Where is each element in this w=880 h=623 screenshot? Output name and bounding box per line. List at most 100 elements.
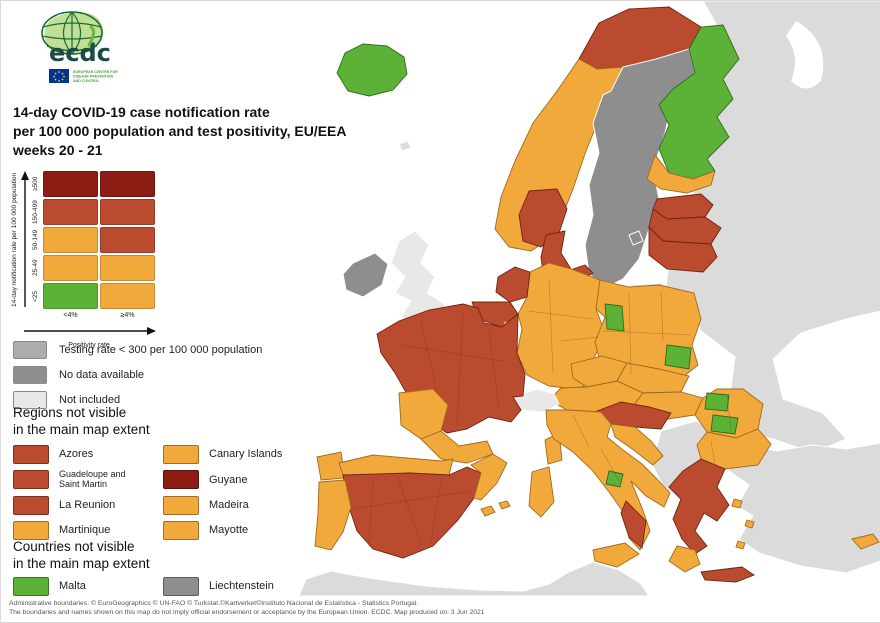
map-region-spain-east (470, 453, 508, 501)
list-item-malta: Malta (13, 577, 163, 596)
ecdc-acronym: ecdc (49, 39, 111, 67)
legend-matrix-cells: ≥500 150-499 50-149 25-49 <25 (30, 171, 155, 309)
guyane-swatch (163, 470, 199, 490)
list-item-mayotte: Mayotte (163, 520, 313, 540)
guadeloupe-swatch (13, 470, 49, 490)
row-label: ≥500 (32, 176, 39, 192)
x-axis-label: Positivity rate (68, 342, 110, 349)
madeira-swatch (163, 495, 199, 515)
la-reunion-swatch (13, 495, 49, 515)
legend-cell (100, 283, 155, 309)
map-region-balearics-minor (498, 500, 511, 510)
map-region-aegean-island (731, 498, 743, 509)
legend-item-not-included: Not included (13, 391, 262, 409)
no-data-swatch (13, 366, 47, 384)
map-region-cyprus (851, 533, 880, 550)
map-region-gotland (628, 230, 644, 246)
title-line-3: weeks 20 - 21 (13, 141, 103, 158)
row-label: 150-499 (32, 200, 39, 224)
footer-attribution: Administrative boundaries: © EuroGeograp… (9, 599, 869, 617)
y-axis-label: 14-day notification rate per 100 000 pop… (11, 172, 18, 308)
legend-cell (100, 171, 155, 197)
legend-cell (43, 199, 98, 225)
map-region-lithuania (648, 225, 718, 273)
map-region-poland-podkarpackie (664, 344, 692, 370)
map-region-spain-center (342, 466, 482, 559)
map-region-poland-lubuskie (604, 303, 625, 332)
row-label: 50-149 (32, 229, 39, 251)
map-region-balearics (480, 505, 496, 517)
status-legend: Testing rate < 300 per 100 000 populatio… (13, 341, 262, 416)
list-item-martinique: Martinique (13, 520, 163, 540)
x-axis-arrow (24, 327, 156, 335)
title-line-2: per 100 000 population and test positivi… (13, 122, 347, 139)
azores-swatch (13, 445, 49, 464)
ecdc-logo: ecdc EUROPEAN CENTRE FOR DISEASE PREVENT… (27, 9, 127, 102)
list-item-liechtenstein: Liechtenstein (163, 577, 313, 596)
legend-cell (100, 255, 155, 281)
legend-cell (43, 283, 98, 309)
map-region-faroe (398, 140, 412, 152)
svg-text:AND CONTROL: AND CONTROL (73, 79, 100, 83)
testing-rate-swatch (13, 341, 47, 359)
mayotte-swatch (163, 520, 199, 540)
countries-list: Malta Liechtenstein (13, 577, 313, 596)
legend-cell (43, 255, 98, 281)
map-region-turkey (722, 442, 880, 574)
eu-flag (49, 69, 69, 83)
regions-heading: Regions not visible in the main map exte… (13, 405, 150, 437)
svg-text:DISEASE PREVENTION: DISEASE PREVENTION (73, 75, 114, 79)
col-label-ge4: ≥4% (120, 312, 135, 319)
map-region-bulgaria (696, 428, 772, 470)
martinique-swatch (13, 520, 49, 540)
liechtenstein-swatch (163, 577, 199, 596)
map-region-finland-south (646, 154, 716, 194)
map-region-aegean-island (744, 519, 755, 529)
map-region-north-africa (298, 561, 650, 596)
list-item-madeira: Madeira (163, 495, 313, 515)
legend-cell (100, 227, 155, 253)
bivariate-legend: 14-day notification rate per 100 000 pop… (9, 171, 155, 319)
footer-line-1: Administrative boundaries: © EuroGeograp… (9, 600, 419, 607)
list-item-canary-islands: Canary Islands (163, 445, 313, 464)
svg-text:EUROPEAN CENTRE FOR: EUROPEAN CENTRE FOR (73, 70, 118, 74)
map-region-occitanie (420, 430, 494, 464)
regions-list: Azores Canary Islands Guadeloupe and Sai… (13, 445, 313, 540)
footer-line-2: The boundaries and names shown on this m… (9, 609, 485, 617)
nuts-boundaries (352, 278, 732, 548)
y-axis-arrow (21, 171, 29, 307)
map-region-molise (605, 470, 624, 488)
countries-heading: Countries not visible in the main map ex… (13, 539, 150, 571)
not-included-swatch (13, 391, 47, 409)
legend-item-label: No data available (59, 369, 145, 381)
map-region-portugal (314, 479, 352, 551)
map-region-aegean-island (735, 540, 746, 550)
ecdc-d-swirl (87, 25, 96, 47)
map-region-greece (668, 458, 730, 555)
malta-swatch (13, 577, 49, 596)
legend-item-label: Not included (59, 394, 121, 406)
map-region-iceland (336, 43, 408, 97)
map-region-romania-center (710, 414, 739, 435)
list-item-la-reunion: La Reunion (13, 495, 163, 515)
map-region-peloponnese (668, 545, 701, 573)
legend-cell (43, 171, 98, 197)
white-sea (786, 21, 824, 89)
map-region-croatia-coast (610, 423, 664, 466)
map-region-calabria (620, 500, 647, 549)
map-region-sardinia (528, 466, 555, 518)
legend-item-label: Testing rate < 300 per 100 000 populatio… (59, 344, 263, 356)
legend-item-testing-rate: Testing rate < 300 per 100 000 populatio… (13, 341, 262, 359)
map-region-finland (658, 24, 740, 180)
title-line-1: 14-day COVID-19 case notification rate (13, 104, 270, 120)
row-label: <25 (32, 290, 39, 302)
x-axis: Positivity rate (22, 323, 156, 349)
europe-map (1, 1, 880, 596)
row-label: 25-49 (32, 259, 39, 277)
legend-cell (43, 227, 98, 253)
map-region-crete (700, 566, 755, 583)
list-item-guyane: Guyane (163, 470, 313, 490)
map-title: 14-day COVID-19 case notification rate p… (13, 103, 346, 160)
map-region-ireland (342, 252, 389, 298)
